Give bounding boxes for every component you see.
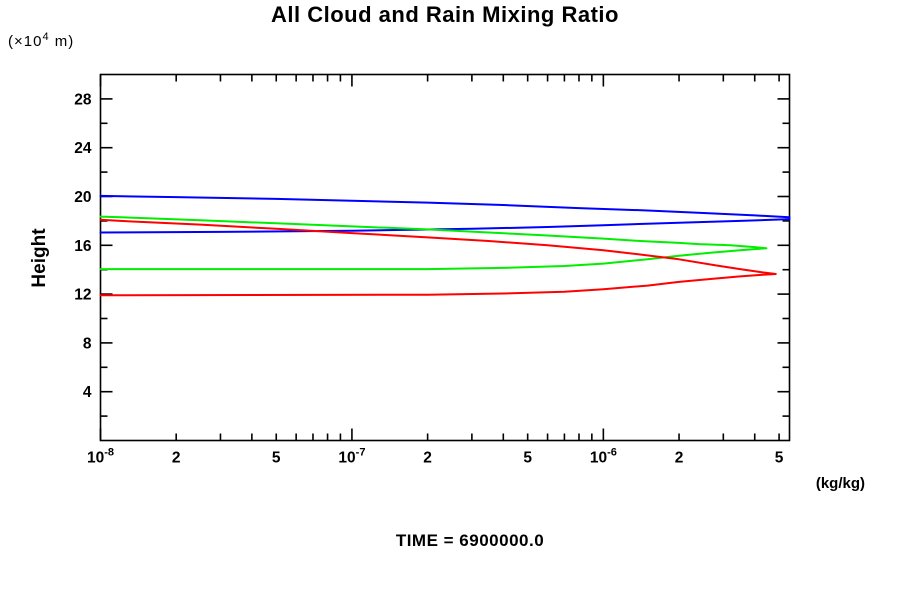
axes-box — [99, 73, 791, 442]
x-tick-label: 5 — [272, 450, 281, 467]
red-profile-curve — [99, 218, 777, 297]
x-tick-label: 2 — [423, 450, 432, 467]
x-axis-unit-label: (kg/kg) — [815, 475, 865, 492]
y-tick-label: 4 — [83, 384, 92, 401]
x-tick-label: 10-7 — [338, 447, 365, 467]
y-unit-suffix: m) — [49, 33, 75, 50]
y-tick-label: 20 — [74, 189, 91, 206]
x-tick-label: 5 — [523, 450, 532, 467]
y-tick-label: 24 — [74, 140, 92, 157]
chart-title: All Cloud and Rain Mixing Ratio — [271, 2, 619, 27]
time-caption: TIME = 6900000.0 — [395, 531, 545, 550]
y-unit-prefix: (×10 — [8, 33, 43, 50]
green-profile-curve — [99, 215, 768, 271]
x-tick-label: 5 — [775, 450, 784, 467]
x-tick-label: 2 — [675, 450, 684, 467]
y-tick-label: 16 — [74, 238, 92, 255]
blue-profile-curve — [99, 194, 791, 234]
y-tick-label: 28 — [74, 91, 92, 108]
x-tick-label: 2 — [172, 450, 181, 467]
y-unit-exponent: 4 — [42, 31, 50, 43]
y-tick-label: 12 — [74, 287, 91, 304]
x-tick-label: 10-8 — [87, 447, 114, 467]
x-tick-label: 10-6 — [590, 447, 617, 467]
y-tick-label: 8 — [83, 335, 92, 352]
y-axis-unit-label: (×104 m) — [8, 31, 74, 50]
